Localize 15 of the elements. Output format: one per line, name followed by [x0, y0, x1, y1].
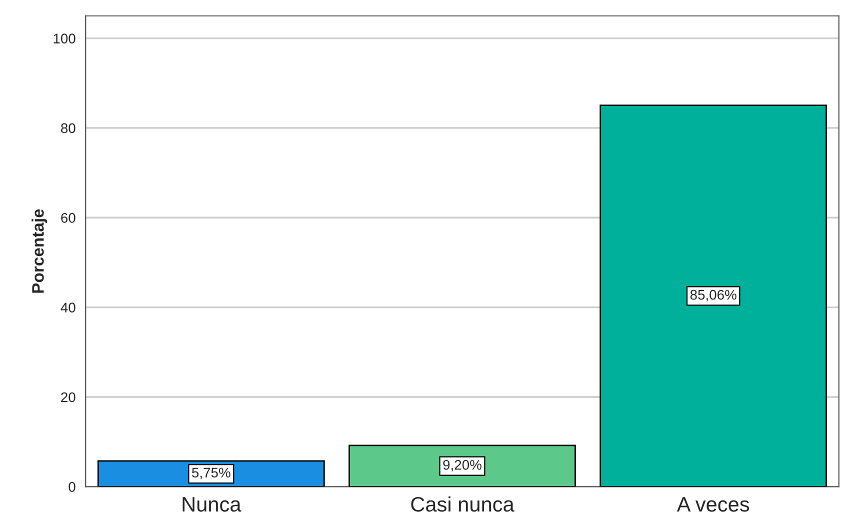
bar — [600, 104, 828, 487]
x-tick-label: Nunca — [182, 497, 242, 512]
bar — [348, 444, 576, 487]
y-tick-label: 0 — [68, 482, 76, 492]
y-tick-label: 60 — [61, 212, 76, 223]
x-tick-label: Casi nunca — [411, 496, 514, 512]
y-axis-title: Porcentaje — [32, 209, 48, 293]
data-label: 9,20% — [443, 460, 482, 472]
data-label: 5,75% — [192, 468, 230, 480]
x-tick-label: A veces — [676, 497, 750, 512]
data-label: 85,06% — [690, 290, 736, 302]
y-tick-label: 100 — [54, 34, 76, 44]
y-tick-label: 40 — [60, 302, 76, 312]
y-tick-label: 80 — [61, 123, 76, 134]
y-tick-label: 20 — [61, 392, 76, 402]
